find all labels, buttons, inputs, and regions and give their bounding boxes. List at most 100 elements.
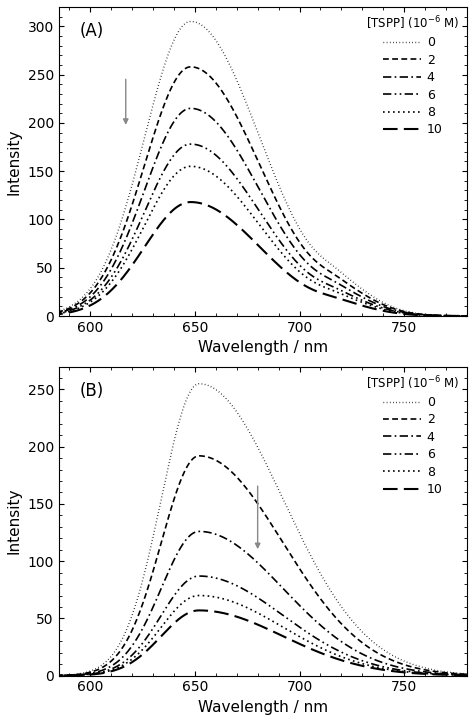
- 6: [188, 140, 193, 149]
- 10: [341, 295, 346, 304]
- Line: 6: 6: [48, 576, 474, 676]
- 6: [89, 669, 95, 678]
- 2: [219, 460, 225, 469]
- 4: [235, 147, 241, 156]
- 4: [341, 639, 346, 648]
- 6: [219, 575, 225, 584]
- 0: [341, 605, 346, 614]
- 10: [188, 198, 193, 206]
- 0: [235, 409, 241, 417]
- 6: [196, 572, 202, 580]
- 10: [381, 307, 386, 316]
- 4: [381, 658, 386, 667]
- 4: [219, 533, 225, 542]
- Line: 2: 2: [48, 67, 474, 316]
- 4: [89, 291, 95, 300]
- 2: [388, 656, 394, 664]
- 10: [46, 310, 51, 319]
- 2: [381, 652, 386, 661]
- 2: [388, 303, 394, 312]
- 0: [89, 282, 95, 290]
- 8: [46, 671, 51, 680]
- 0: [388, 651, 394, 659]
- 8: [381, 305, 386, 313]
- 0: [89, 666, 95, 675]
- 2: [89, 287, 95, 295]
- 8: [235, 193, 241, 201]
- 2: [341, 277, 346, 285]
- Y-axis label: Intensity: Intensity: [7, 129, 22, 195]
- Line: 10: 10: [48, 202, 474, 316]
- 8: [341, 653, 346, 662]
- 2: [196, 451, 202, 460]
- 0: [46, 671, 51, 680]
- Line: 8: 8: [48, 596, 474, 676]
- 10: [46, 671, 51, 680]
- 0: [381, 645, 386, 654]
- 10: [235, 222, 241, 230]
- 4: [388, 305, 394, 313]
- 10: [341, 656, 346, 665]
- 2: [89, 667, 95, 676]
- 4: [46, 671, 51, 680]
- Y-axis label: Intensity: Intensity: [7, 488, 22, 554]
- X-axis label: Wavelength / nm: Wavelength / nm: [198, 700, 328, 715]
- Legend: 0, 2, 4, 6, 8, 10: 0, 2, 4, 6, 8, 10: [363, 11, 463, 140]
- 0: [235, 78, 241, 87]
- Line: 8: 8: [48, 166, 474, 316]
- 6: [341, 649, 346, 658]
- 2: [341, 622, 346, 630]
- 6: [219, 157, 225, 165]
- 2: [219, 87, 225, 96]
- Line: 6: 6: [48, 144, 474, 316]
- 10: [235, 613, 241, 622]
- 2: [381, 300, 386, 309]
- 4: [89, 669, 95, 677]
- 6: [388, 664, 394, 673]
- 4: [341, 282, 346, 291]
- 0: [46, 309, 51, 318]
- 0: [219, 391, 225, 399]
- Line: 0: 0: [48, 383, 474, 676]
- 6: [89, 295, 95, 303]
- 2: [188, 63, 193, 71]
- 0: [196, 379, 202, 388]
- 6: [235, 175, 241, 184]
- Legend: 0, 2, 4, 6, 8, 10: 0, 2, 4, 6, 8, 10: [363, 370, 463, 500]
- 6: [235, 582, 241, 591]
- X-axis label: Wavelength / nm: Wavelength / nm: [198, 341, 328, 355]
- 8: [89, 670, 95, 679]
- Line: 4: 4: [48, 108, 474, 316]
- Line: 2: 2: [48, 456, 474, 676]
- 8: [219, 177, 225, 186]
- 8: [235, 599, 241, 608]
- 8: [341, 290, 346, 299]
- 2: [235, 114, 241, 123]
- 4: [381, 303, 386, 311]
- 2: [46, 310, 51, 318]
- 10: [219, 609, 225, 617]
- 10: [89, 300, 95, 309]
- 10: [381, 666, 386, 674]
- 4: [188, 104, 193, 113]
- 8: [219, 594, 225, 603]
- 2: [235, 474, 241, 482]
- Line: 10: 10: [48, 610, 474, 676]
- 10: [196, 606, 202, 614]
- 6: [341, 287, 346, 296]
- 8: [46, 310, 51, 319]
- Line: 4: 4: [48, 531, 474, 676]
- 8: [188, 162, 193, 170]
- 4: [388, 661, 394, 669]
- 4: [219, 125, 225, 134]
- 6: [381, 304, 386, 313]
- 10: [388, 666, 394, 675]
- 10: [219, 209, 225, 218]
- 0: [219, 46, 225, 55]
- 6: [46, 310, 51, 319]
- 0: [341, 270, 346, 279]
- Text: (A): (A): [79, 22, 103, 40]
- 0: [388, 302, 394, 310]
- 4: [46, 310, 51, 318]
- 2: [46, 671, 51, 680]
